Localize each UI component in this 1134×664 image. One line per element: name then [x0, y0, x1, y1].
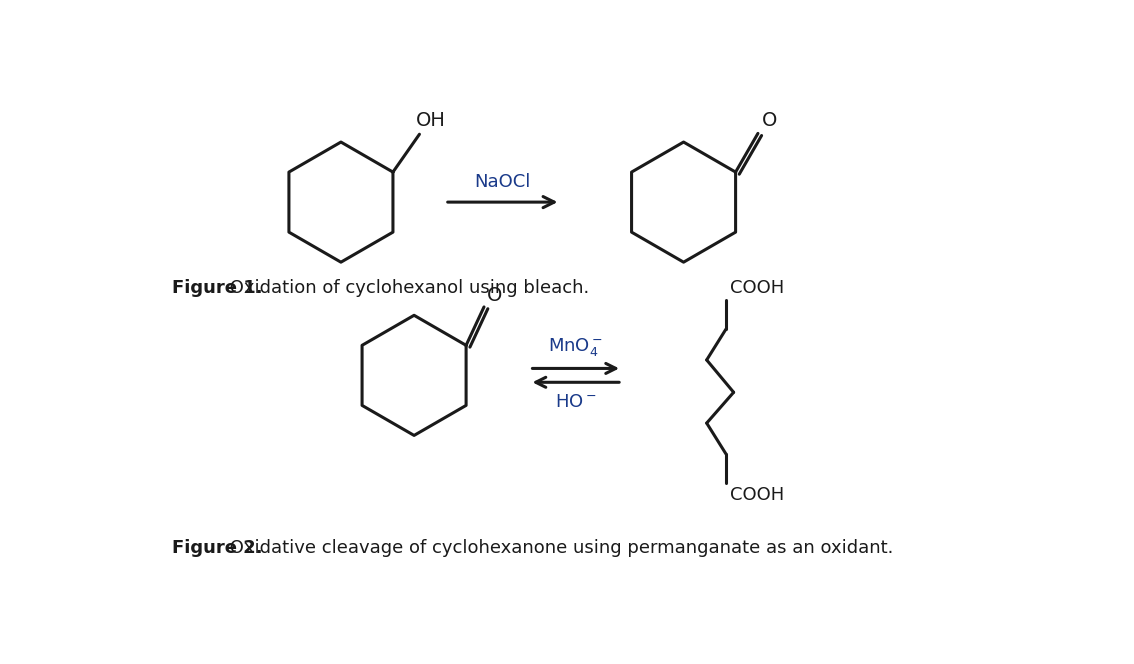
Text: NaOCl: NaOCl	[474, 173, 531, 191]
Text: HO$^-$: HO$^-$	[555, 393, 596, 411]
Text: Oxidative cleavage of cyclohexanone using permanganate as an oxidant.: Oxidative cleavage of cyclohexanone usin…	[223, 539, 894, 556]
Text: MnO$_4^-$: MnO$_4^-$	[549, 335, 603, 358]
Text: Figure 1.: Figure 1.	[171, 279, 262, 297]
Text: Figure 2.: Figure 2.	[171, 539, 262, 556]
Text: O: O	[488, 286, 502, 305]
Text: O: O	[762, 112, 777, 130]
Text: Oxidation of cyclohexanol using bleach.: Oxidation of cyclohexanol using bleach.	[223, 279, 590, 297]
Text: COOH: COOH	[730, 486, 784, 504]
Text: COOH: COOH	[730, 279, 784, 297]
Text: OH: OH	[415, 111, 446, 129]
